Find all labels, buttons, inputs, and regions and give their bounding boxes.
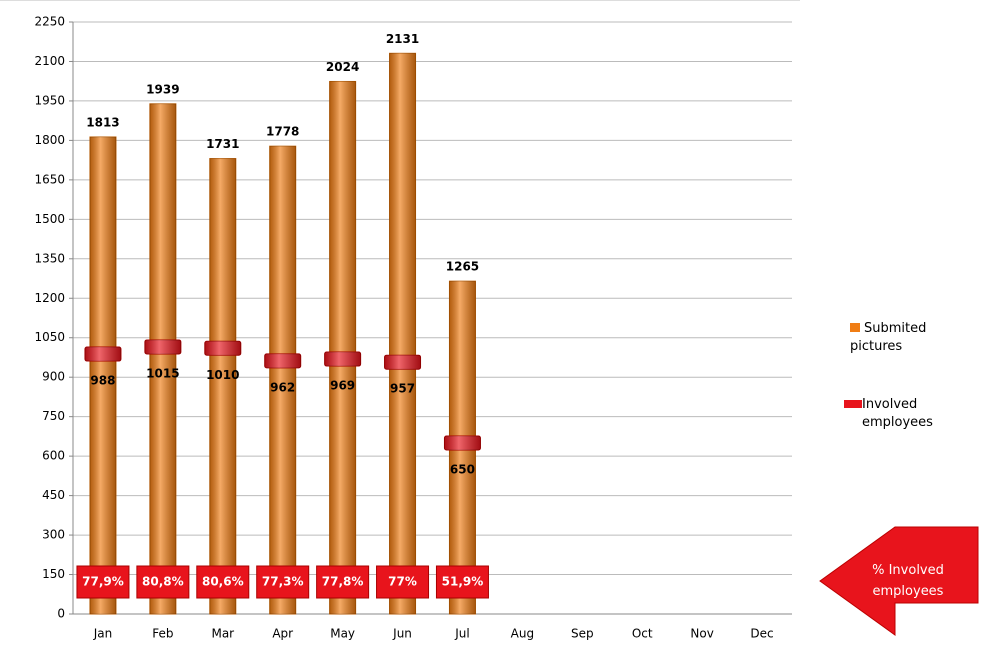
legend-label: Submited pictures	[850, 321, 927, 354]
y-tick-label: 1500	[34, 212, 65, 226]
bar-shine	[389, 53, 416, 614]
data-label: 650	[450, 462, 475, 476]
percent-box	[316, 565, 370, 599]
percent-label: 80,6%	[202, 575, 244, 589]
data-label: 1015	[146, 366, 179, 380]
x-tick-label: Sep	[571, 627, 594, 641]
legend-swatch	[844, 400, 862, 408]
data-label: 988	[90, 374, 115, 388]
legend-entry: Submited pictures	[850, 320, 960, 356]
percent-label: 77,3%	[262, 575, 304, 589]
percent-label: 80,8%	[142, 575, 184, 589]
marker-shine	[204, 341, 241, 356]
percent-box	[136, 565, 190, 599]
x-tick-label: Jul	[454, 627, 469, 641]
bar-shine	[329, 81, 356, 614]
y-tick-label: 0	[57, 607, 65, 621]
y-tick-label: 300	[42, 528, 65, 542]
y-tick-label: 2100	[34, 54, 65, 68]
x-tick-label: Dec	[750, 627, 773, 641]
data-label: 2024	[326, 60, 359, 74]
data-label: 1265	[446, 260, 479, 274]
marker-shine	[84, 347, 121, 362]
y-tick-label: 1800	[34, 133, 65, 147]
arrow	[819, 526, 979, 636]
percent-label: 77,9%	[82, 575, 124, 589]
percent-box	[256, 565, 310, 599]
x-tick-label: Mar	[211, 627, 234, 641]
data-label: 1010	[206, 368, 239, 382]
data-label: 969	[330, 379, 355, 393]
data-label: 1813	[86, 115, 119, 129]
y-tick-label: 600	[42, 449, 65, 463]
percent-box	[435, 565, 489, 599]
percent-box	[196, 565, 250, 599]
arrow-label: % Involved employees	[872, 563, 944, 599]
legend-entry: Involved employees	[844, 396, 962, 432]
legend-swatch	[850, 323, 860, 332]
marker-shine	[264, 353, 301, 368]
x-tick-label: Apr	[272, 627, 293, 641]
data-label: 1778	[266, 125, 299, 139]
percent-label: 77%	[388, 575, 417, 589]
y-tick-label: 1950	[34, 93, 65, 107]
x-tick-label: May	[330, 627, 355, 641]
legend-label: Involved employees	[862, 397, 933, 430]
y-tick-label: 900	[42, 370, 65, 384]
bar-shine	[89, 136, 116, 614]
marker-shine	[384, 355, 421, 370]
y-tick-label: 2250	[34, 15, 65, 29]
data-label: 1939	[146, 82, 179, 96]
y-tick-label: 1200	[34, 291, 65, 305]
x-tick-label: Aug	[511, 627, 534, 641]
percent-label: 51,9%	[442, 575, 484, 589]
x-tick-label: Nov	[690, 627, 713, 641]
bar-shine	[149, 103, 176, 615]
y-tick-label: 450	[42, 488, 65, 502]
y-tick-label: 1050	[34, 330, 65, 344]
marker-shine	[324, 352, 361, 367]
y-tick-label: 150	[42, 567, 65, 581]
bar-shine	[269, 146, 296, 614]
marker-shine	[144, 339, 181, 354]
data-label: 962	[270, 380, 295, 394]
percent-box	[376, 565, 430, 599]
x-tick-label: Oct	[632, 627, 653, 641]
y-tick-label: 750	[42, 409, 65, 423]
data-label: 2131	[386, 32, 419, 46]
percent-box	[76, 565, 130, 599]
bar-shine	[209, 158, 236, 614]
percent-label: 77,8%	[322, 575, 364, 589]
y-tick-label: 1350	[34, 251, 65, 265]
x-tick-label: Feb	[152, 627, 173, 641]
marker-shine	[444, 435, 481, 450]
data-label: 957	[390, 382, 415, 396]
x-tick-label: Jun	[392, 627, 412, 641]
data-label: 1731	[206, 137, 239, 151]
x-tick-label: Jan	[93, 627, 113, 641]
y-tick-label: 1650	[34, 172, 65, 186]
